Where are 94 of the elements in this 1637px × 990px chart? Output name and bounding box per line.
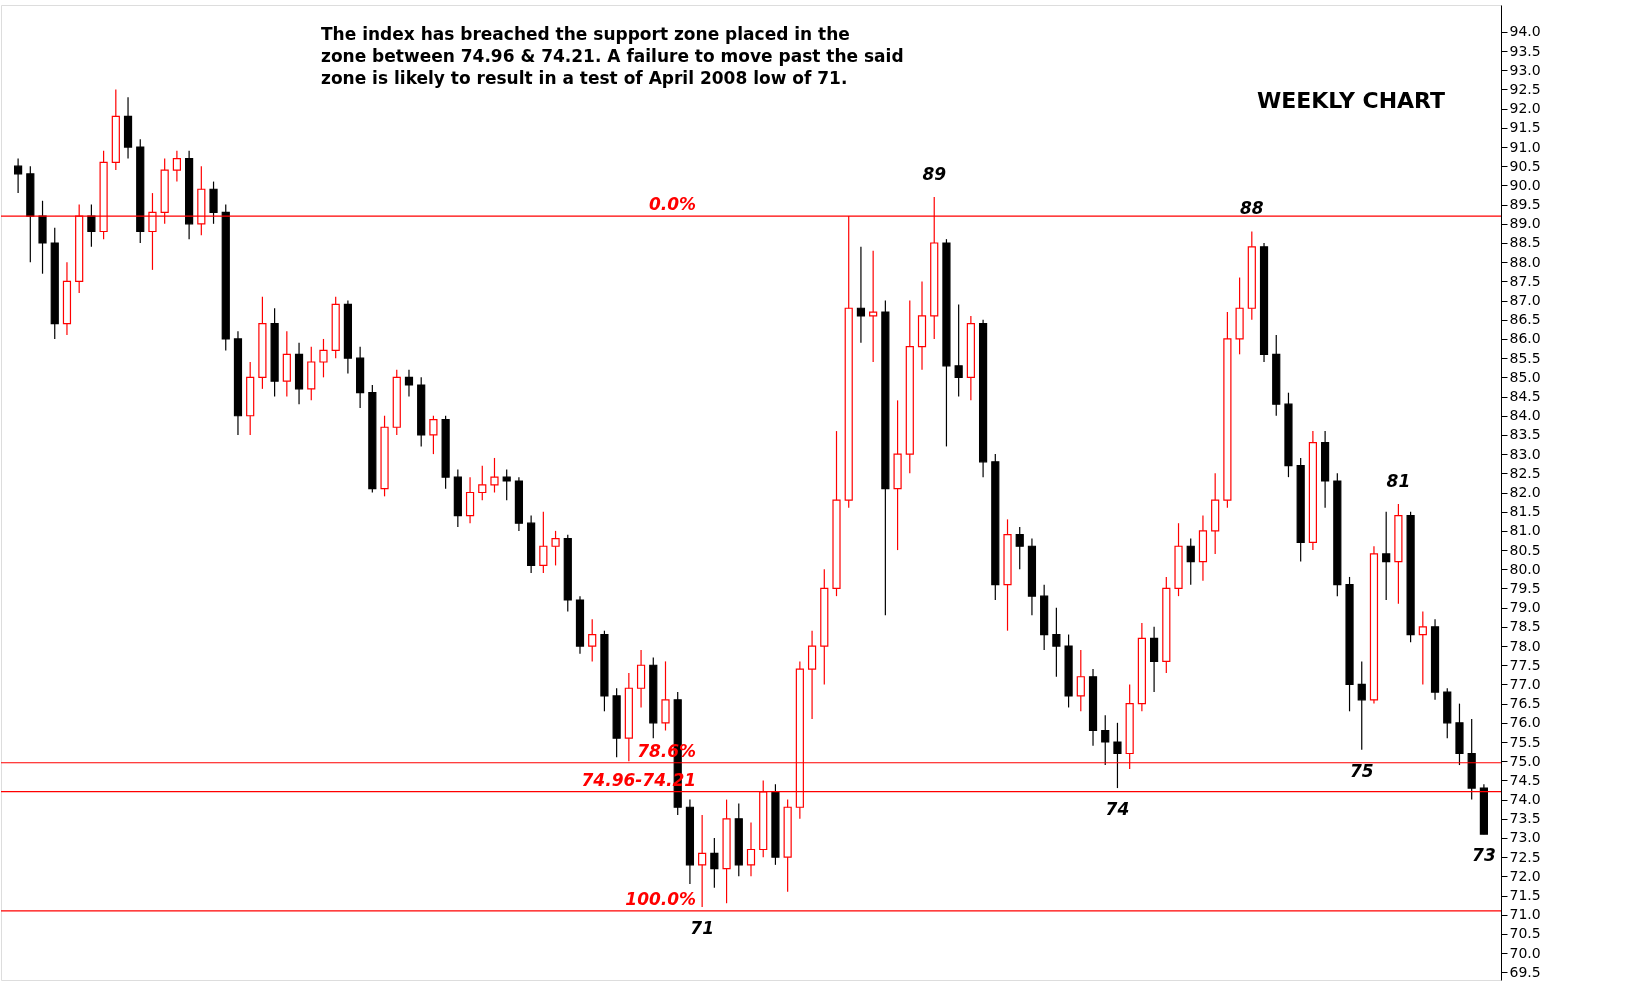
candlestick <box>746 822 756 877</box>
candlestick <box>954 303 963 398</box>
y-tick-label: 93.5 <box>1509 42 1541 59</box>
y-tick-label: 91.5 <box>1509 119 1541 136</box>
y-tick-label: 90.0 <box>1509 176 1541 193</box>
y-tick-label: 86.0 <box>1509 330 1541 347</box>
annotation: The index has breached the support zone placed in the zone between 74.96 & 74.21. A failure to move past the said zone is likely to result in a test of April 2008 low of 71. <box>321 24 904 88</box>
y-tick-label: 72.5 <box>1509 848 1541 865</box>
y-tick-label: 81.5 <box>1509 503 1541 520</box>
y-tick-label: 78.5 <box>1509 618 1541 635</box>
candlestick <box>588 618 597 662</box>
candlestick <box>539 511 548 574</box>
y-tick-label: 89.0 <box>1509 215 1541 232</box>
candlestick <box>1382 511 1391 601</box>
annotation: 74 <box>1105 799 1130 820</box>
candlestick <box>209 180 218 225</box>
y-tick-label: 89.5 <box>1509 196 1541 213</box>
candlestick <box>1357 660 1366 751</box>
y-tick-label: 71.5 <box>1509 887 1541 904</box>
candlestick <box>1113 722 1122 789</box>
y-tick-label: 70.0 <box>1509 944 1541 961</box>
candlestick <box>698 814 707 908</box>
candlestick <box>490 457 499 494</box>
candlestick <box>465 476 475 524</box>
y-tick-label: 77.5 <box>1509 656 1541 673</box>
candlestick <box>551 530 560 567</box>
y-tick-label: 90.5 <box>1509 157 1541 174</box>
y-tick-label: 86.5 <box>1509 311 1541 328</box>
y-tick-label: 88.0 <box>1509 253 1541 270</box>
y-tick-label: 82.0 <box>1509 484 1541 500</box>
candlestick <box>14 157 23 194</box>
candlestick <box>478 465 487 501</box>
annotation: 89 <box>922 163 947 184</box>
candlestick <box>869 250 878 363</box>
candlestick <box>661 660 670 732</box>
candlestick <box>319 338 328 378</box>
y-tick-label: 71.0 <box>1509 906 1541 923</box>
y-tick-label: 75.0 <box>1509 752 1541 769</box>
y-tick-label: 93.0 <box>1509 61 1541 78</box>
candlestick <box>1052 607 1061 678</box>
y-tick-label: 74.5 <box>1509 771 1541 788</box>
y-tick-label: 94.0 <box>1509 23 1541 40</box>
y-tick-label: 87.0 <box>1509 292 1541 309</box>
y-tick-label: 73.0 <box>1509 829 1541 846</box>
y-tick-label: 85.0 <box>1509 368 1541 385</box>
y-tick-label: 82.5 <box>1509 464 1541 481</box>
candlestick <box>1015 526 1024 570</box>
y-tick-label: 83.5 <box>1509 426 1541 443</box>
y-tick-label: 79.5 <box>1509 579 1541 596</box>
candlestick <box>1076 649 1085 712</box>
y-tick-label: 84.0 <box>1509 407 1541 424</box>
y-tick-label: 91.0 <box>1509 138 1541 155</box>
annotation: 75 <box>1349 760 1374 781</box>
y-tick-label: 75.5 <box>1509 733 1541 750</box>
annotation: 0.0% <box>648 194 697 215</box>
y-tick-label: 76.5 <box>1509 695 1541 712</box>
y-tick-label: 81.0 <box>1509 522 1541 539</box>
y-tick-label: 92.0 <box>1509 100 1541 117</box>
candlestick <box>636 649 646 709</box>
annotation: 73 <box>1472 845 1496 866</box>
text: WEEKLY CHART <box>1256 88 1446 113</box>
annotation: 71 <box>690 918 714 939</box>
y-tick-label: 69.5 <box>1509 963 1541 980</box>
candlestick <box>1149 626 1159 693</box>
y-tick-label: 77.0 <box>1509 675 1541 692</box>
candlestick <box>1101 714 1110 766</box>
y-tick-label: 80.5 <box>1509 541 1541 558</box>
y-tick-label: 85.5 <box>1509 349 1541 366</box>
candlestick <box>710 837 719 889</box>
y-tick-label: 80.0 <box>1509 560 1541 577</box>
y-tick-label: 92.5 <box>1509 80 1541 97</box>
candlestick <box>1186 537 1195 586</box>
annotation: 100.0% <box>625 888 697 909</box>
candlestick <box>429 415 438 455</box>
candlestick <box>404 369 414 398</box>
annotation: 81 <box>1386 471 1411 492</box>
y-tick-label: 74.0 <box>1509 791 1541 808</box>
candlestick <box>502 468 511 501</box>
y-tick-label: 79.0 <box>1509 599 1541 616</box>
y-tick-label: 70.5 <box>1509 925 1541 942</box>
y-tick-label: 72.0 <box>1509 867 1541 884</box>
candlestick <box>807 630 817 720</box>
candlestick <box>172 150 181 183</box>
y-tick-label: 87.5 <box>1509 272 1541 289</box>
candlestick <box>87 204 96 248</box>
y-tick-label: 88.5 <box>1509 234 1541 251</box>
y-tick-label: 78.0 <box>1509 637 1541 654</box>
y-tick-label: 84.5 <box>1509 388 1541 405</box>
candlestick <box>856 246 866 344</box>
y-tick-label: 83.0 <box>1509 445 1541 462</box>
y-tick-label: 73.5 <box>1509 810 1541 827</box>
annotation: 88 <box>1239 198 1264 219</box>
candlestick <box>1418 610 1427 686</box>
y-tick-label: 76.0 <box>1509 714 1541 731</box>
